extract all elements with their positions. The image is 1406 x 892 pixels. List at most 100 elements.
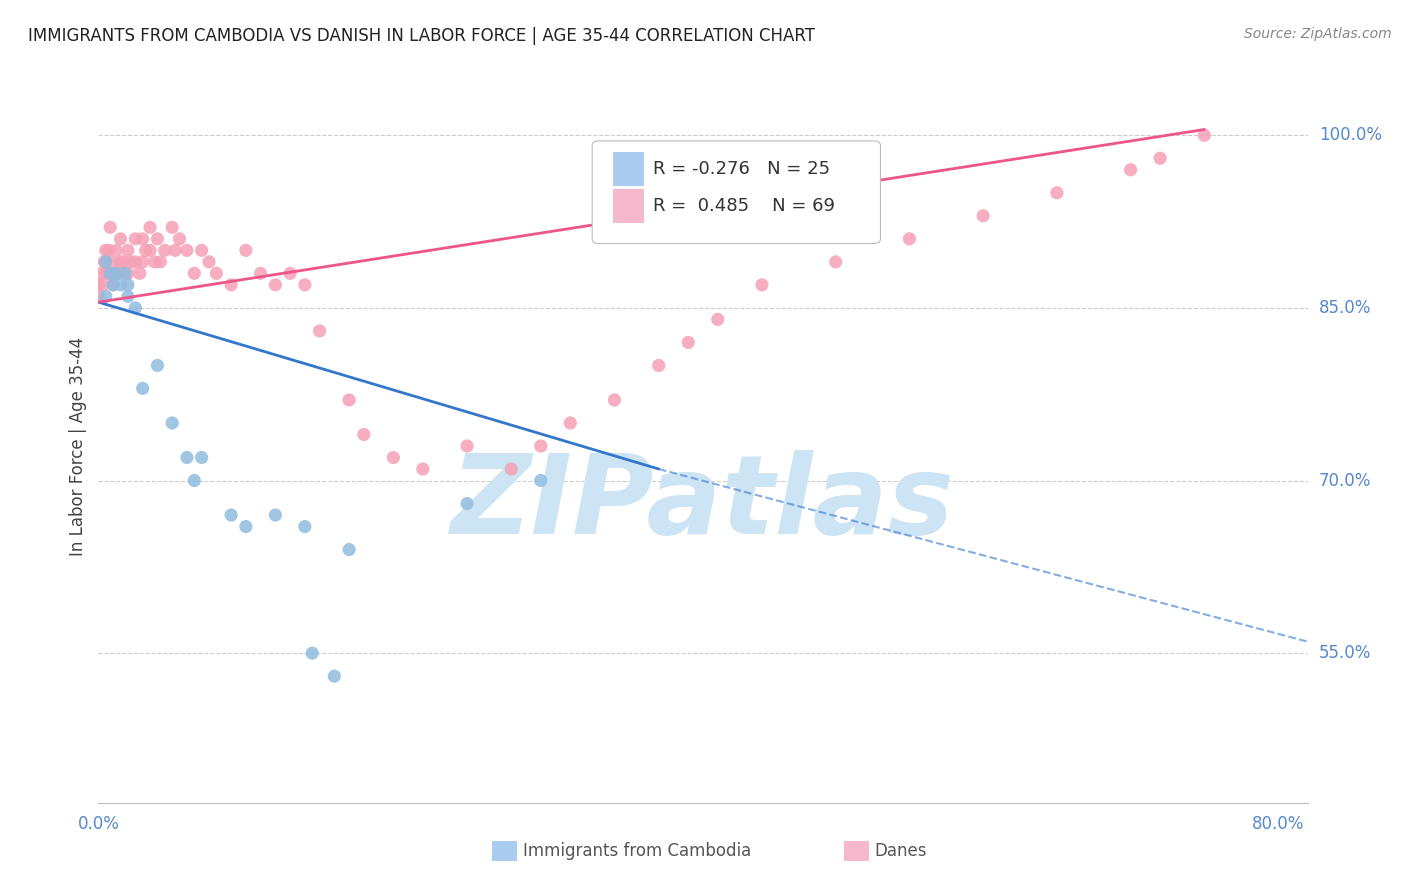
Point bbox=[124, 301, 146, 315]
Point bbox=[1119, 162, 1142, 177]
Point bbox=[124, 255, 146, 269]
Point bbox=[128, 266, 150, 280]
Point bbox=[146, 232, 169, 246]
Point bbox=[1194, 128, 1216, 143]
Point bbox=[190, 450, 212, 465]
Point bbox=[100, 255, 122, 269]
Point bbox=[648, 359, 671, 373]
Point bbox=[98, 220, 121, 235]
Point bbox=[124, 232, 146, 246]
Point bbox=[294, 519, 316, 533]
Point bbox=[131, 232, 153, 246]
Point bbox=[1046, 186, 1069, 200]
Point bbox=[972, 209, 994, 223]
Point bbox=[235, 519, 257, 533]
Text: Danes: Danes bbox=[875, 842, 927, 860]
Point bbox=[1149, 151, 1171, 165]
Point bbox=[101, 277, 124, 292]
Point bbox=[97, 244, 120, 258]
Point bbox=[153, 244, 176, 258]
Point bbox=[264, 508, 287, 522]
Point bbox=[530, 439, 553, 453]
Point bbox=[105, 266, 128, 280]
Point bbox=[94, 255, 117, 269]
Point bbox=[90, 266, 112, 280]
Point bbox=[278, 266, 301, 280]
Point bbox=[337, 542, 360, 557]
Text: 85.0%: 85.0% bbox=[1319, 299, 1371, 317]
Point bbox=[235, 244, 257, 258]
Point bbox=[165, 244, 187, 258]
Point bbox=[120, 255, 142, 269]
Point bbox=[323, 669, 346, 683]
Point bbox=[143, 255, 166, 269]
Point bbox=[135, 244, 157, 258]
Point bbox=[94, 244, 117, 258]
Point bbox=[176, 450, 198, 465]
Point bbox=[824, 255, 846, 269]
Point bbox=[603, 392, 626, 407]
Text: Immigrants from Cambodia: Immigrants from Cambodia bbox=[523, 842, 751, 860]
Point bbox=[751, 277, 773, 292]
Point bbox=[219, 277, 242, 292]
Point bbox=[183, 474, 205, 488]
Point bbox=[94, 289, 117, 303]
Point bbox=[105, 244, 128, 258]
Point bbox=[308, 324, 330, 338]
Point bbox=[560, 416, 582, 430]
Point bbox=[93, 255, 115, 269]
Point bbox=[131, 255, 153, 269]
Point bbox=[110, 277, 132, 292]
Point bbox=[101, 277, 124, 292]
Point bbox=[91, 277, 114, 292]
Point bbox=[117, 266, 139, 280]
Point bbox=[530, 474, 553, 488]
Point bbox=[117, 277, 139, 292]
Point bbox=[96, 266, 118, 280]
Point bbox=[114, 266, 136, 280]
Point bbox=[160, 220, 183, 235]
Point bbox=[160, 416, 183, 430]
Point bbox=[117, 244, 139, 258]
Point bbox=[114, 266, 136, 280]
Point bbox=[101, 266, 124, 280]
Point bbox=[98, 266, 121, 280]
Point bbox=[146, 359, 169, 373]
Text: Source: ZipAtlas.com: Source: ZipAtlas.com bbox=[1244, 27, 1392, 41]
Point bbox=[110, 255, 132, 269]
Point bbox=[87, 277, 110, 292]
Point bbox=[139, 220, 162, 235]
Point bbox=[219, 508, 242, 522]
Point bbox=[112, 255, 135, 269]
Point bbox=[107, 266, 129, 280]
Point bbox=[190, 244, 212, 258]
Point bbox=[382, 450, 405, 465]
Text: ZIPatlas: ZIPatlas bbox=[451, 450, 955, 557]
Text: R =  0.485    N = 69: R = 0.485 N = 69 bbox=[652, 197, 835, 215]
Point bbox=[139, 244, 162, 258]
Point bbox=[176, 244, 198, 258]
Point bbox=[456, 439, 478, 453]
Point bbox=[94, 266, 117, 280]
Point bbox=[294, 277, 316, 292]
Point bbox=[412, 462, 434, 476]
Point bbox=[301, 646, 323, 660]
Y-axis label: In Labor Force | Age 35-44: In Labor Force | Age 35-44 bbox=[69, 336, 87, 556]
Text: 70.0%: 70.0% bbox=[1319, 472, 1371, 490]
Point bbox=[337, 392, 360, 407]
Point bbox=[501, 462, 523, 476]
Point bbox=[131, 381, 153, 395]
Point bbox=[353, 427, 375, 442]
Point bbox=[117, 289, 139, 303]
Point bbox=[87, 289, 110, 303]
Point bbox=[149, 255, 172, 269]
Point bbox=[678, 335, 700, 350]
Point bbox=[706, 312, 728, 326]
Text: 100.0%: 100.0% bbox=[1319, 127, 1382, 145]
Point bbox=[264, 277, 287, 292]
Point bbox=[205, 266, 228, 280]
Point bbox=[456, 497, 478, 511]
Point bbox=[198, 255, 221, 269]
Text: IMMIGRANTS FROM CAMBODIA VS DANISH IN LABOR FORCE | AGE 35-44 CORRELATION CHART: IMMIGRANTS FROM CAMBODIA VS DANISH IN LA… bbox=[28, 27, 815, 45]
Point bbox=[898, 232, 921, 246]
